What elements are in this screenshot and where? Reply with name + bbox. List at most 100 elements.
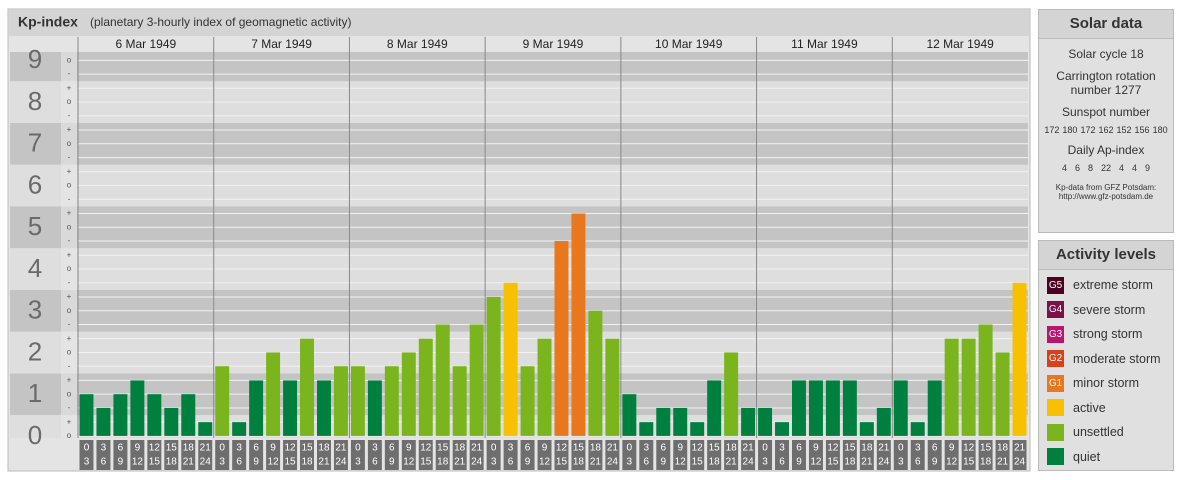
- hour-label: 15: [692, 457, 704, 468]
- hour-box: [859, 440, 874, 470]
- bar: [96, 407, 111, 436]
- bar: [452, 366, 467, 436]
- hour-label: 6: [915, 457, 921, 468]
- hour-label: 6: [372, 457, 378, 468]
- hour-label: 24: [743, 457, 755, 468]
- ap-value: 8: [1087, 163, 1093, 173]
- day-label: 12 Mar 1949: [926, 37, 994, 51]
- hour-label: 15: [284, 457, 296, 468]
- hour-label: 21: [590, 457, 602, 468]
- hour-label: 3: [508, 443, 514, 454]
- bar: [724, 352, 739, 436]
- minor-tick-label: o: [67, 264, 72, 273]
- minor-tick-label: o: [67, 348, 72, 357]
- hour-label: 15: [556, 457, 568, 468]
- legend-label: quiet: [1073, 449, 1101, 464]
- hour-box: [537, 440, 552, 470]
- hour-box: [995, 440, 1010, 470]
- hour-label: 12: [420, 443, 432, 454]
- hour-label: 18: [997, 443, 1009, 454]
- hour-box: [317, 440, 331, 470]
- hour-label: 6: [644, 457, 650, 468]
- hour-label: 9: [253, 457, 259, 468]
- sunspot-list: 172 180 172 162 152 156 180: [1039, 125, 1173, 135]
- hour-label: 15: [573, 443, 585, 454]
- hour-box: [656, 440, 671, 470]
- legend-swatch: [1047, 423, 1064, 441]
- hour-label: 24: [335, 457, 347, 468]
- minor-tick-label: +: [67, 292, 72, 301]
- bar: [181, 394, 196, 436]
- hour-box: [571, 440, 586, 470]
- ap-value: 9: [1145, 163, 1151, 173]
- minor-tick-label: o: [67, 97, 72, 106]
- hour-label: 9: [525, 457, 531, 468]
- hour-label: 18: [726, 443, 738, 454]
- bar: [333, 366, 348, 436]
- hour-box: [249, 440, 264, 470]
- hour-label: 0: [219, 443, 225, 454]
- hour-label: 0: [355, 443, 361, 454]
- bar: [164, 407, 179, 436]
- ap-value: 4: [1061, 163, 1067, 173]
- hour-box: [418, 440, 433, 470]
- sunspot-value: 162: [1098, 125, 1114, 135]
- ap-value: 6: [1074, 163, 1080, 173]
- hour-label: 3: [762, 457, 768, 468]
- levels-panel: Activity levels G5 extreme storm G4 severe …: [1038, 240, 1174, 471]
- hour-label: 21: [318, 457, 330, 468]
- hour-label: 9: [406, 443, 412, 454]
- hour-box: [452, 440, 467, 470]
- hour-label: 0: [762, 443, 768, 454]
- hour-box: [792, 440, 806, 470]
- hour-label: 3: [372, 443, 378, 454]
- hour-box: [79, 440, 94, 470]
- hour-box: [333, 440, 348, 470]
- band: [10, 52, 1028, 82]
- bar: [249, 380, 264, 436]
- hour-label: 24: [607, 457, 619, 468]
- chart-title: Kp-index: [18, 14, 78, 30]
- hour-label: 15: [980, 443, 992, 454]
- hour-label: 18: [183, 443, 195, 454]
- minor-tick-label: +: [67, 376, 72, 385]
- hour-box: [673, 440, 688, 470]
- hour-label: 12: [268, 457, 280, 468]
- bar: [503, 282, 518, 436]
- bar: [808, 380, 823, 436]
- bar: [130, 380, 145, 436]
- sunspot-value: 180: [1062, 125, 1078, 135]
- legend-swatch: [1047, 399, 1064, 417]
- ap-value: 4: [1132, 163, 1138, 173]
- bar: [147, 394, 162, 436]
- hour-label: 3: [219, 457, 225, 468]
- bar: [978, 324, 993, 436]
- hour-label: 3: [84, 457, 90, 468]
- hour-label: 9: [389, 457, 395, 468]
- legend-item: G3 strong storm: [1039, 322, 1173, 347]
- hour-box: [724, 440, 739, 470]
- hour-label: 15: [709, 443, 721, 454]
- bar: [283, 380, 298, 436]
- minor-tick-label: +: [67, 83, 72, 92]
- bar: [469, 324, 484, 436]
- bar: [571, 213, 586, 436]
- bar: [842, 380, 857, 436]
- hour-label: 24: [1014, 457, 1026, 468]
- hour-label: 9: [118, 457, 124, 468]
- hour-label: 3: [491, 457, 497, 468]
- minor-tick-label: o: [67, 181, 72, 190]
- bar: [317, 380, 331, 436]
- legend-label: active: [1073, 400, 1106, 415]
- hour-label: 12: [132, 457, 144, 468]
- carrington: Carrington rotation number 1277: [1056, 69, 1156, 97]
- legend-item: G5 extreme storm: [1039, 273, 1173, 298]
- legend-item: G2 moderate storm: [1039, 347, 1173, 372]
- sunspot-value: 152: [1116, 125, 1132, 135]
- minor-tick-label: +: [67, 250, 72, 259]
- hour-label: 21: [997, 457, 1009, 468]
- hour-label: 3: [236, 443, 242, 454]
- hour-box: [232, 440, 247, 470]
- bar: [758, 407, 773, 436]
- minor-tick-label: -: [68, 403, 71, 412]
